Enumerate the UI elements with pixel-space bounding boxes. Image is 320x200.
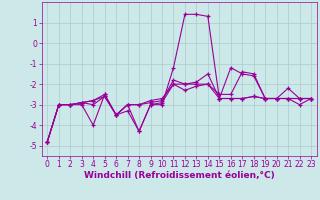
X-axis label: Windchill (Refroidissement éolien,°C): Windchill (Refroidissement éolien,°C) bbox=[84, 171, 275, 180]
